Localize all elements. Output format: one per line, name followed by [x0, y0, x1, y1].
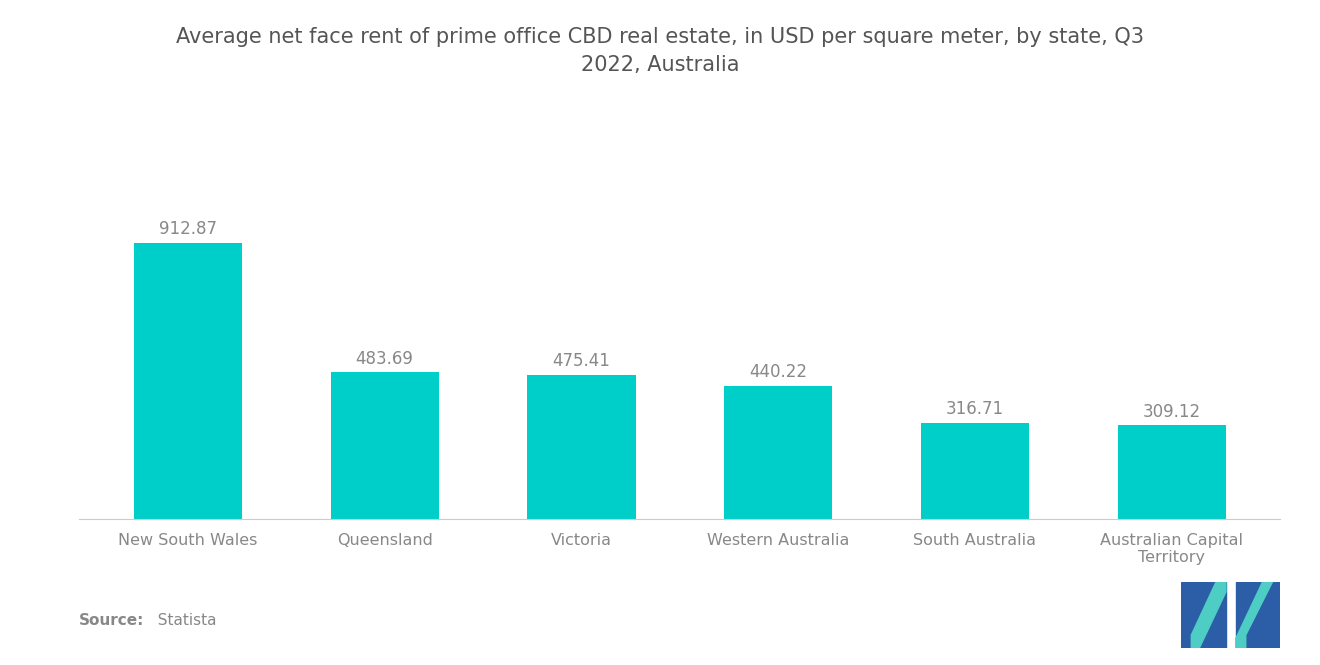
Polygon shape: [1236, 582, 1280, 648]
Text: 912.87: 912.87: [158, 220, 216, 238]
Bar: [527, 375, 635, 519]
Text: 475.41: 475.41: [553, 352, 610, 370]
Text: Statista: Statista: [148, 613, 216, 628]
Text: Source:: Source:: [79, 613, 145, 628]
Bar: [330, 372, 438, 519]
Bar: [921, 423, 1030, 519]
Polygon shape: [1192, 582, 1226, 648]
Text: 316.71: 316.71: [946, 400, 1005, 418]
Polygon shape: [1236, 582, 1272, 648]
Text: 440.22: 440.22: [750, 363, 807, 381]
Polygon shape: [1181, 582, 1226, 648]
Bar: [1118, 425, 1226, 519]
Bar: [133, 243, 242, 519]
Text: Average net face rent of prime office CBD real estate, in USD per square meter, : Average net face rent of prime office CB…: [176, 27, 1144, 74]
Text: 309.12: 309.12: [1143, 403, 1201, 421]
Text: 483.69: 483.69: [355, 350, 413, 368]
Bar: [725, 386, 833, 519]
